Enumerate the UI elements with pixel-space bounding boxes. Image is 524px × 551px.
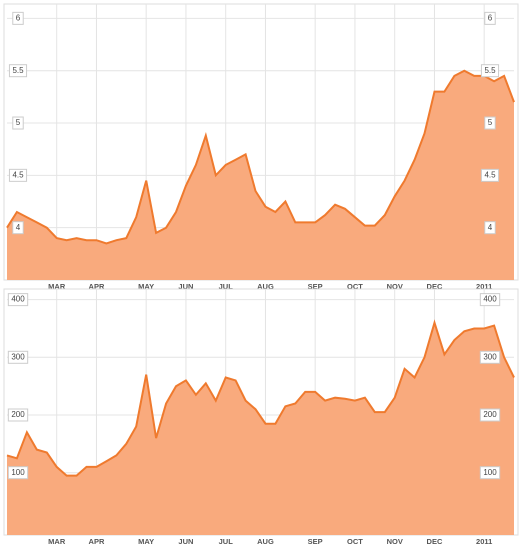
y-tick-label: 300 — [11, 352, 25, 361]
x-tick-label: JUN — [178, 282, 193, 291]
x-tick-label: SEP — [308, 537, 323, 546]
y-tick-label: 300 — [483, 352, 497, 361]
y-tick-label: 200 — [11, 410, 25, 419]
y-tick-label: 400 — [11, 295, 25, 304]
x-tick-label: MAR — [48, 282, 66, 291]
y-tick-box — [12, 11, 24, 25]
y-tick-box — [7, 350, 29, 364]
y-tick-box — [479, 466, 501, 480]
x-tick-label: DEC — [427, 537, 443, 546]
x-tick-label: AUG — [257, 282, 274, 291]
y-tick-label: 6 — [16, 13, 21, 22]
y-tick-label: 100 — [11, 468, 25, 477]
y-tick-label: 5 — [488, 118, 493, 127]
y-tick-label: 4 — [16, 223, 21, 232]
x-tick-label: NOV — [387, 537, 403, 546]
x-tick-label: MAY — [138, 537, 154, 546]
x-tick-label: JUL — [219, 537, 234, 546]
x-tick-label: AUG — [257, 537, 274, 546]
line — [6, 319, 515, 477]
y-tick-label: 6 — [488, 13, 493, 22]
x-tick-label: DEC — [427, 282, 443, 291]
x-tick-label: JUL — [219, 282, 234, 291]
x-tick-label: APR — [89, 537, 105, 546]
y-tick-label: 5.5 — [12, 66, 24, 75]
area-fill — [7, 322, 514, 535]
y-tick-label: 5 — [16, 118, 21, 127]
y-tick-box — [484, 116, 496, 130]
x-tick-label: OCT — [347, 282, 363, 291]
x-tick-label: OCT — [347, 537, 363, 546]
y-tick-box — [484, 221, 496, 235]
x-tick-label: 2011 — [476, 282, 492, 291]
x-tick-label: MAR — [48, 537, 66, 546]
y-tick-box — [479, 408, 501, 422]
y-tick-label: 400 — [483, 295, 497, 304]
y-tick-box — [480, 168, 500, 182]
y-tick-box — [7, 408, 29, 422]
y-tick-box — [12, 221, 24, 235]
x-tick-label: SEP — [308, 282, 323, 291]
line — [6, 69, 515, 245]
y-tick-label: 4 — [488, 223, 493, 232]
x-tick-label: APR — [89, 282, 105, 291]
y-tick-box — [7, 466, 29, 480]
x-tick-label: JUN — [178, 537, 193, 546]
y-tick-box — [12, 116, 24, 130]
y-tick-label: 4.5 — [484, 170, 496, 179]
y-tick-box — [8, 168, 28, 182]
x-tick-label: MAY — [138, 282, 154, 291]
y-tick-box — [484, 11, 496, 25]
y-tick-label: 4.5 — [12, 170, 24, 179]
y-tick-label: 5.5 — [484, 66, 496, 75]
y-tick-box — [7, 293, 29, 307]
x-tick-label: 2011 — [476, 537, 492, 546]
y-tick-box — [8, 64, 28, 78]
x-tick-label: NOV — [387, 282, 403, 291]
area-fill — [7, 70, 514, 280]
y-tick-box — [479, 350, 501, 364]
y-tick-box — [480, 64, 500, 78]
y-tick-box — [479, 293, 501, 307]
y-tick-label: 100 — [483, 468, 497, 477]
y-tick-label: 200 — [483, 410, 497, 419]
